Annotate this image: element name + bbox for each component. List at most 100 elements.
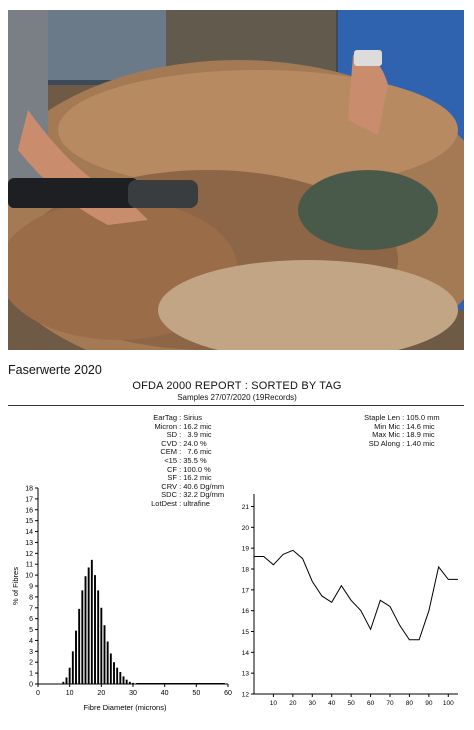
- staple-stats: Staple Len : 105.0 mm Min Mic : 14.6 mic…: [340, 413, 464, 449]
- stat-value: 40.6 Dg/mm: [183, 481, 225, 491]
- stat-row: Max Mic : 18.9 mic: [340, 430, 464, 440]
- y-tick-label: 19: [242, 546, 250, 553]
- stat-row: SD : 3.9 mic: [110, 430, 230, 440]
- stat-value: 7.6 mic: [183, 447, 212, 457]
- y-tick-label: 5: [29, 627, 33, 634]
- y-tick-label: 14: [242, 650, 250, 657]
- y-tick-label: 4: [29, 638, 33, 645]
- x-tick-label: 20: [97, 690, 105, 697]
- histogram-bar: [62, 681, 65, 684]
- y-tick-label: 21: [242, 504, 250, 511]
- x-tick-label: 30: [309, 700, 317, 707]
- histogram-bar: [109, 653, 112, 684]
- photo-illustration: [8, 10, 464, 350]
- x-tick-label: 100: [443, 700, 454, 707]
- y-tick-label: 16: [242, 608, 250, 615]
- stat-label: Min Mic: [374, 421, 400, 431]
- stat-label: CEM: [160, 447, 177, 457]
- stat-value: ultrafine: [183, 498, 210, 508]
- stat-row: SDC : 32.2 Dg/mm: [110, 491, 230, 500]
- stat-value: 105.0 mm: [406, 413, 440, 422]
- stat-value: 16.2 mic: [183, 421, 212, 431]
- histogram-bar: [81, 590, 84, 684]
- x-tick-label: 30: [129, 690, 137, 697]
- y-tick-label: 2: [29, 660, 33, 667]
- y-tick-label: 12: [25, 551, 33, 558]
- stat-label: SD Along: [368, 438, 400, 448]
- stat-label: SDC: [161, 490, 177, 500]
- stat-row: Staple Len : 105.0 mm: [340, 413, 464, 423]
- histogram-bar: [125, 679, 128, 684]
- y-tick-label: 0: [29, 682, 33, 689]
- histogram-bar: [68, 667, 71, 684]
- report-title: OFDA 2000 REPORT : SORTED BY TAG: [132, 380, 342, 392]
- stat-label: Micron: [154, 421, 177, 431]
- diameter-along-staple-chart: 12 13 14 15 16 17 18 19 20 21 10 20 30 40 50 60 70 80 90 10…: [242, 494, 458, 707]
- stat-label: <15: [164, 455, 177, 465]
- report-divider: [8, 405, 464, 406]
- x-tick-label: 0: [36, 690, 40, 697]
- stat-value: Sirius: [183, 413, 203, 422]
- y-tick-label: 18: [242, 567, 250, 574]
- stat-value: 32.2 Dg/mm: [183, 490, 225, 500]
- y-tick-label: 15: [25, 518, 33, 525]
- histogram-bar: [75, 630, 77, 684]
- histogram-bar: [106, 641, 109, 684]
- stat-label: CVD: [161, 438, 177, 448]
- stat-label: EarTag: [153, 413, 177, 422]
- stat-row: SD Along : 1.40 mic: [340, 438, 464, 449]
- histogram-bar: [116, 667, 119, 684]
- stat-row: CF : 100.0 %: [110, 464, 230, 475]
- y-tick-label: 9: [29, 584, 33, 591]
- histogram-bar: [65, 677, 68, 684]
- x-tick-label: 50: [348, 700, 356, 707]
- y-tick-label: 7: [29, 605, 33, 612]
- x-tick-label: 40: [328, 700, 336, 707]
- x-tick-label: 60: [367, 700, 375, 707]
- x-tick-label: 50: [192, 690, 200, 697]
- histogram-bar: [90, 559, 93, 684]
- y-tick-label: 13: [25, 540, 33, 547]
- y-tick-label: 8: [29, 594, 33, 601]
- y-tick-label: 14: [25, 529, 33, 536]
- stat-label: SF: [167, 473, 177, 483]
- histogram-bar: [78, 608, 81, 684]
- stat-value: 1.40 mic: [406, 438, 435, 448]
- section-title: Faserwerte 2020: [8, 363, 102, 377]
- stat-value: 16.2 mic: [183, 473, 212, 483]
- report-subtitle: Samples 27/07/2020 (19Records): [177, 393, 297, 402]
- stat-row: Min Mic : 14.6 mic: [340, 421, 464, 432]
- histogram-bar: [132, 682, 134, 684]
- y-tick-label: 12: [242, 692, 250, 699]
- y-tick-label: 17: [25, 496, 33, 503]
- stat-label: SD: [166, 430, 177, 440]
- stat-label: CRV: [161, 481, 177, 491]
- x-tick-label: 20: [289, 700, 297, 707]
- y-axis-label: % of Fibres: [11, 567, 20, 605]
- y-tick-label: 18: [25, 486, 33, 493]
- stat-value: 100.0 %: [183, 464, 211, 474]
- stat-row: EarTag : Sirius: [110, 413, 230, 423]
- y-tick-label: 15: [242, 629, 250, 636]
- x-tick-label: 40: [161, 690, 169, 697]
- stat-label: CF: [167, 464, 177, 474]
- stat-row: LotDest : ultrafine: [110, 498, 230, 509]
- stat-row: CVD : 24.0 %: [110, 438, 230, 449]
- y-tick-label: 17: [242, 587, 250, 594]
- histogram-bar: [119, 672, 122, 684]
- histogram-bar: [128, 681, 131, 684]
- histogram-bar: [84, 576, 87, 684]
- y-tick-label: 6: [29, 616, 33, 623]
- histogram-bar: [87, 567, 90, 684]
- histogram-bar: [97, 590, 100, 684]
- stat-label: Staple Len: [364, 413, 400, 422]
- stat-value: 18.9 mic: [406, 430, 435, 440]
- stat-row: CEM : 7.6 mic: [110, 448, 230, 457]
- stat-value: 3.9 mic: [183, 430, 212, 440]
- stat-row: <15 : 35.5 %: [110, 455, 230, 466]
- histogram-bar: [103, 625, 106, 684]
- y-tick-label: 20: [242, 525, 250, 532]
- stat-row: SF : 16.2 mic: [110, 473, 230, 483]
- x-tick-label: 60: [224, 690, 232, 697]
